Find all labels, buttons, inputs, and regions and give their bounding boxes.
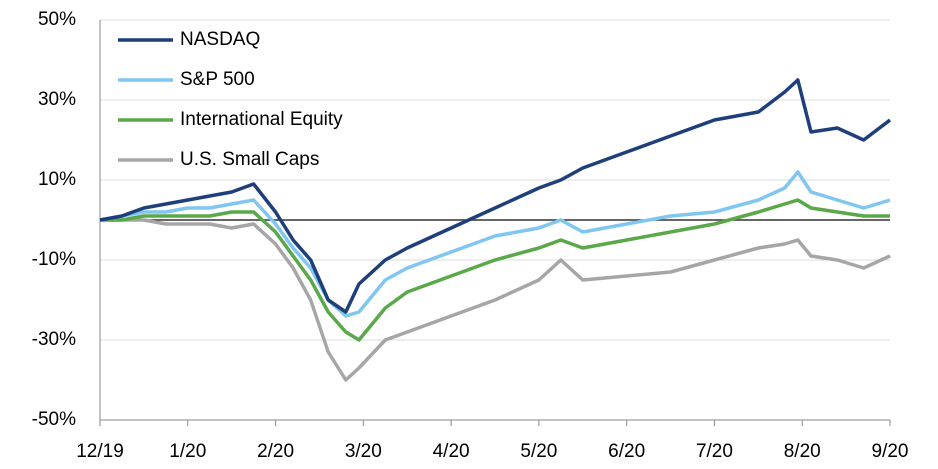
- series-line: [99, 78, 892, 314]
- y-tick-label: 10%: [38, 169, 76, 190]
- y-tick-label: 50%: [38, 9, 76, 30]
- x-tick-label: 12/19: [76, 441, 124, 462]
- series-line: [99, 170, 891, 318]
- x-tick-label: 4/20: [433, 441, 470, 462]
- legend-label: S&P 500: [180, 69, 255, 90]
- y-tick-label: -50%: [32, 409, 76, 430]
- x-tick-label: 1/20: [169, 441, 206, 462]
- legend-label: NASDAQ: [180, 29, 260, 50]
- series-line: [100, 218, 891, 382]
- x-tick-label: 2/20: [257, 441, 294, 462]
- x-tick-label: 5/20: [520, 441, 557, 462]
- y-tick-label: -30%: [32, 329, 76, 350]
- x-tick-label: 9/20: [872, 441, 909, 462]
- x-tick-label: 7/20: [696, 441, 733, 462]
- series-line: [100, 198, 890, 342]
- legend-label: U.S. Small Caps: [180, 149, 319, 170]
- x-tick-label: 3/20: [345, 441, 382, 462]
- x-tick-label: 6/20: [608, 441, 645, 462]
- y-tick-label: -10%: [32, 249, 76, 270]
- x-tick-label: 8/20: [784, 441, 821, 462]
- y-tick-label: 30%: [38, 89, 76, 110]
- legend-label: International Equity: [180, 109, 343, 130]
